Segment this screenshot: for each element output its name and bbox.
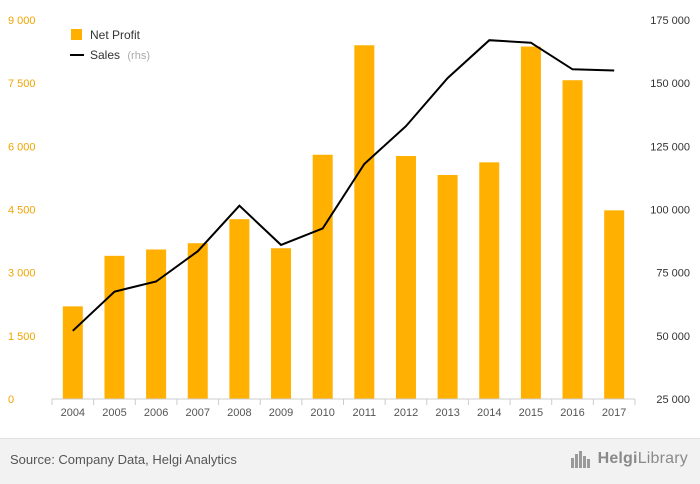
bar-2007 (187, 243, 208, 399)
x-tick-label: 2006 (144, 407, 168, 419)
bar-2004 (62, 306, 83, 399)
bar-2017 (604, 210, 625, 399)
legend-swatch-net-profit (71, 29, 82, 40)
x-axis: 2004 2005 2006 2007 2008 2009 2010 2011 2012 2013… (51, 399, 636, 419)
y-left-tick-label: 9 000 (8, 15, 36, 27)
x-tick-label: 2009 (269, 407, 293, 419)
legend-label-sales-group: Sales (rhs) (90, 48, 150, 62)
y-right-tick-label: 150 000 (650, 78, 690, 90)
y-left-tick-label: 4 500 (8, 205, 36, 217)
bar-2013 (437, 174, 458, 399)
x-tick-label: 2016 (560, 407, 584, 419)
x-tick-label: 2017 (602, 407, 626, 419)
bar-2010 (312, 154, 333, 399)
y-right-tick-label: 25 000 (656, 394, 690, 406)
y-right-tick-label: 100 000 (650, 205, 690, 217)
x-tick-label: 2012 (394, 407, 418, 419)
source-text: Source: Company Data, Helgi Analytics (10, 452, 237, 467)
bar-2016 (562, 80, 583, 400)
x-tick-label: 2011 (352, 407, 376, 419)
legend: Net Profit Sales (rhs) (70, 28, 150, 62)
y-axis-right: 25 000 50 000 75 000 100 000 125 000 150 000 1… (650, 15, 690, 406)
city-skyline-icon (570, 451, 590, 468)
bar-2014 (479, 162, 500, 399)
bar-2015 (520, 46, 541, 399)
x-tick-label: 2010 (310, 407, 334, 419)
footer: Source: Company Data, Helgi Analytics He… (0, 438, 700, 484)
x-tick-label: 2005 (102, 407, 126, 419)
y-left-tick-label: 3 000 (8, 268, 36, 280)
x-tick-label: 2007 (186, 407, 210, 419)
brand-logo: HelgiLibrary (570, 450, 688, 468)
legend-label-net-profit: Net Profit (90, 28, 141, 42)
y-axis-left: 0 1 500 3 000 4 500 6 000 7 500 9 000 (8, 15, 36, 406)
y-left-tick-label: 0 (8, 394, 14, 406)
x-tick-label: 2014 (477, 407, 501, 419)
bar-2005 (104, 255, 125, 399)
bar-2011 (354, 45, 375, 400)
y-right-tick-label: 75 000 (656, 268, 690, 280)
x-tick-label: 2004 (61, 407, 85, 419)
legend-note-rhs: (rhs) (127, 50, 150, 62)
bar-2012 (395, 156, 416, 399)
bar-2006 (146, 249, 167, 399)
y-left-tick-label: 6 000 (8, 141, 36, 153)
bar-2008 (229, 219, 250, 399)
y-left-tick-label: 1 500 (8, 331, 36, 343)
net-profit-bars (62, 45, 625, 400)
x-tick-label: 2013 (435, 407, 459, 419)
sales-line (72, 39, 615, 332)
y-right-tick-label: 125 000 (650, 141, 690, 153)
brand-name: HelgiLibrary (597, 450, 688, 467)
y-right-tick-label: 50 000 (656, 331, 690, 343)
legend-label-sales: Sales (90, 48, 120, 62)
x-tick-label: 2008 (227, 407, 251, 419)
bar-2009 (271, 248, 292, 399)
y-left-tick-label: 7 500 (8, 78, 36, 90)
x-tick-label: 2015 (519, 407, 543, 419)
y-right-tick-label: 175 000 (650, 15, 690, 27)
